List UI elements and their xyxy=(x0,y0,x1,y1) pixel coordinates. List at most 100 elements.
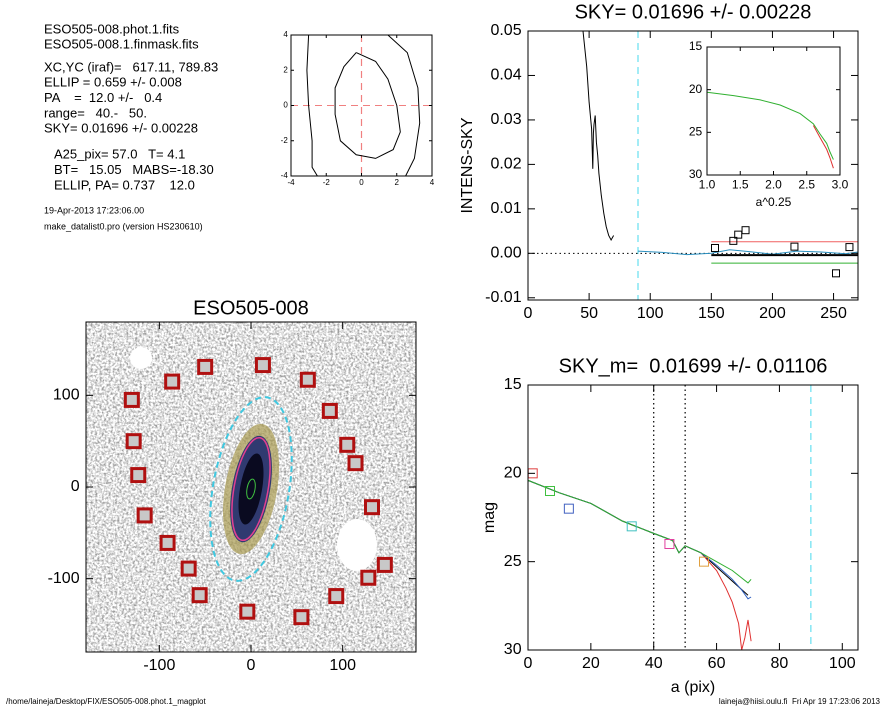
x-tick-label: -4 xyxy=(287,178,295,187)
profile-line xyxy=(706,91,834,160)
square-marker xyxy=(339,436,356,453)
square-marker xyxy=(729,236,738,245)
square-marker xyxy=(845,243,854,252)
x-tick-label: 2.5 xyxy=(798,177,815,191)
x-tick-label: 3.0 xyxy=(832,177,849,191)
profile-line xyxy=(527,479,749,596)
y-tick-label: 20 xyxy=(689,82,703,96)
y-tick-label: 0 xyxy=(71,478,80,495)
x-tick-label: 0 xyxy=(359,178,364,187)
square-marker xyxy=(741,226,750,235)
profile-line xyxy=(527,479,752,600)
square-marker xyxy=(699,556,709,567)
galaxy xyxy=(209,396,293,582)
x-tick-label: 200 xyxy=(759,305,786,322)
date: 19-Apr-2013 17:23:06.00 xyxy=(44,205,144,215)
square-marker xyxy=(328,588,345,605)
square-marker xyxy=(626,521,637,532)
profile-line xyxy=(527,479,752,584)
y-tick-label: -100 xyxy=(48,570,80,587)
profile-line xyxy=(387,34,421,177)
x-tick-label: 1.0 xyxy=(699,177,716,191)
square-marker xyxy=(299,371,316,388)
x-tick-label: 60 xyxy=(708,655,726,672)
square-marker xyxy=(191,587,208,604)
axes-frame xyxy=(527,384,859,651)
square-marker xyxy=(164,373,181,390)
x-tick-label: 150 xyxy=(698,305,725,322)
square-marker xyxy=(130,467,147,484)
profile-line xyxy=(306,34,318,177)
param-line: BT= 15.05 MABS=-18.30 xyxy=(54,162,214,177)
profile-line xyxy=(334,52,401,159)
y-axis-label: INTENS-SKY xyxy=(459,117,476,213)
x-tick-label: 80 xyxy=(771,655,789,672)
y-tick-label: 15 xyxy=(689,39,703,53)
isophote xyxy=(238,453,264,525)
y-tick-label: 0 xyxy=(283,101,288,110)
x-tick-label: 4 xyxy=(430,178,435,187)
square-marker xyxy=(347,455,364,472)
x-tick-label: 100 xyxy=(829,655,856,672)
inset-background xyxy=(705,47,842,175)
x-tick-label: 250 xyxy=(820,305,847,322)
x-tick-label: 50 xyxy=(580,305,598,322)
y-tick-label: 4 xyxy=(283,30,288,39)
isophote xyxy=(246,478,256,500)
fit-ellipse xyxy=(209,396,293,582)
param-line: A25_pix= 57.0 T= 4.1 xyxy=(54,146,185,161)
square-marker xyxy=(563,503,574,514)
y-axis-label: mag xyxy=(481,502,498,533)
y-tick-label: 20 xyxy=(504,465,522,482)
footer-right: laineja@hiisi.oulu.fi Fri Apr 19 17:23:0… xyxy=(719,697,881,706)
y-tick-label: 15 xyxy=(504,376,522,393)
x-tick-label: 2.0 xyxy=(765,177,782,191)
square-marker xyxy=(254,357,271,374)
chart-title: ESO505-008 xyxy=(193,297,309,319)
x-tick-label: -2 xyxy=(323,178,331,187)
info-line: SKY= 0.01696 +/- 0.00228 xyxy=(44,121,198,136)
profile-line xyxy=(637,249,859,256)
y-tick-label: 0.00 xyxy=(490,245,521,262)
square-marker xyxy=(376,556,393,573)
square-marker xyxy=(136,507,153,524)
y-tick-label: 0.02 xyxy=(490,156,521,173)
x-tick-label: 100 xyxy=(329,657,356,674)
square-marker xyxy=(239,603,256,620)
footer-left: /home/laineja/Desktop/FIX/ESO505-008.pho… xyxy=(6,697,206,706)
y-tick-label: 100 xyxy=(53,387,80,404)
y-tick-label: 0.05 xyxy=(490,22,521,39)
x-axis-label: a^0.25 xyxy=(756,195,792,209)
mask xyxy=(130,347,152,369)
info-line: range= 40.- 50. xyxy=(44,105,147,120)
square-marker xyxy=(832,269,840,278)
square-marker xyxy=(664,539,675,549)
y-tick-label: -0.01 xyxy=(485,289,522,306)
x-tick-label: 1.5 xyxy=(732,177,749,191)
y-tick-label: 25 xyxy=(689,125,703,139)
square-marker xyxy=(321,402,338,419)
y-tick-label: -2 xyxy=(281,136,289,145)
square-marker xyxy=(711,243,719,252)
square-marker xyxy=(197,358,214,375)
chart-title: SKY= 0.01696 +/- 0.00228 xyxy=(575,1,812,23)
param-line: ELLIP, PA= 0.737 12.0 xyxy=(54,177,195,192)
square-marker xyxy=(364,499,380,516)
y-tick-label: 25 xyxy=(504,553,522,570)
galaxy-image xyxy=(86,322,416,652)
info-line: XC,YC (iraf)= 617.11, 789.83 xyxy=(44,59,218,74)
square-marker xyxy=(123,391,140,408)
x-tick-label: 0 xyxy=(247,657,256,674)
info-line: ELLIP = 0.659 +/- 0.008 xyxy=(44,75,182,90)
y-tick-label: 0.01 xyxy=(490,200,521,217)
x-tick-label: 0 xyxy=(524,305,533,322)
profile-line xyxy=(812,125,834,169)
square-marker xyxy=(545,486,555,496)
y-tick-label: 2 xyxy=(283,65,288,74)
x-tick-label: 0 xyxy=(524,655,533,672)
profile-line xyxy=(527,479,752,651)
x-tick-label: 40 xyxy=(645,655,663,672)
square-marker xyxy=(360,569,377,586)
chart-title: SKY_m= 0.01699 +/- 0.01106 xyxy=(559,355,828,377)
